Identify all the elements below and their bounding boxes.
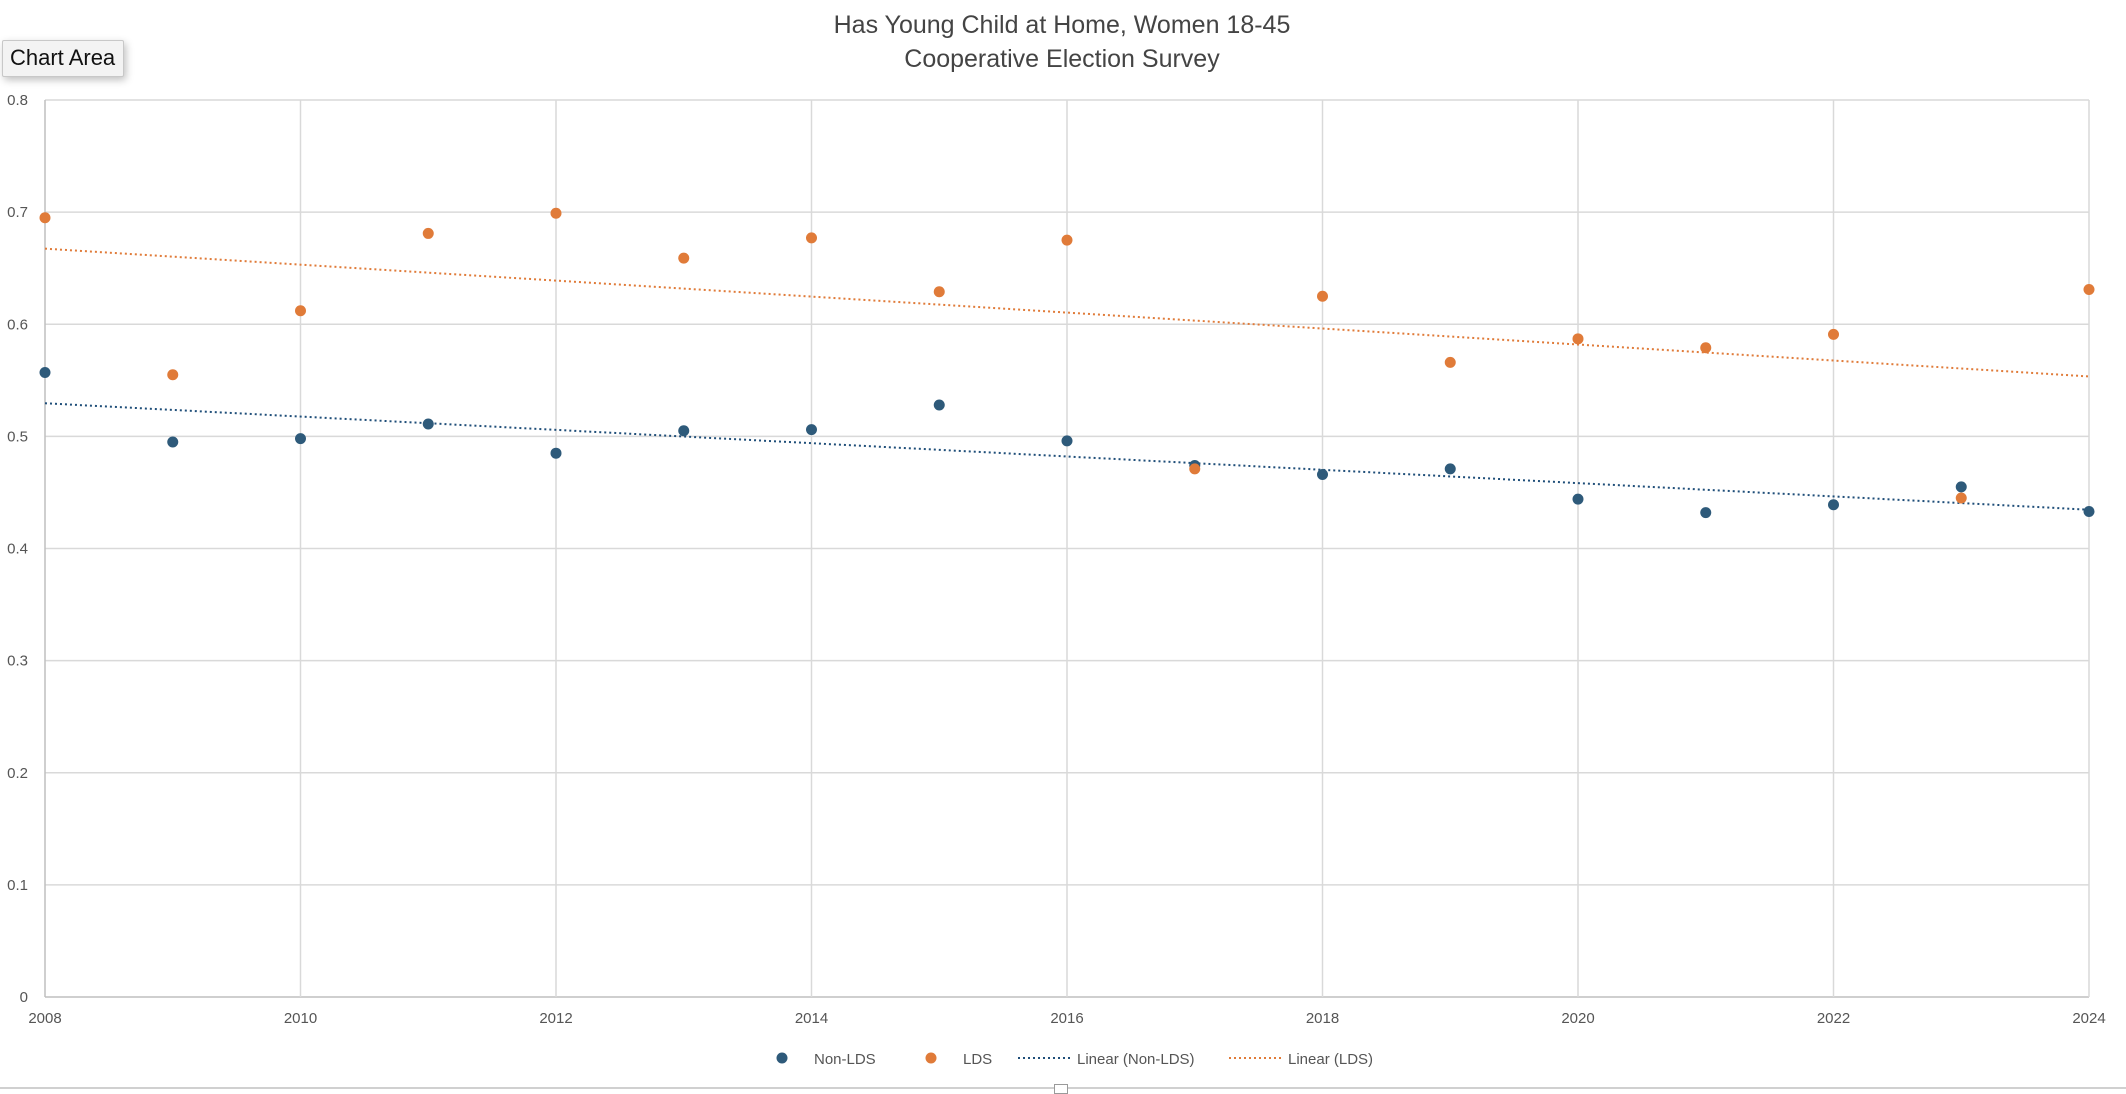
point-lds xyxy=(2083,283,2095,295)
x-tick-label: 2018 xyxy=(1306,1010,1339,1027)
point-non-lds xyxy=(2083,505,2095,517)
point-non-lds xyxy=(167,436,179,448)
point-lds xyxy=(1189,463,1201,475)
y-tick-label: 0.2 xyxy=(7,765,28,782)
point-non-lds xyxy=(422,418,434,430)
x-tick-label: 2008 xyxy=(28,1010,61,1027)
point-lds xyxy=(806,232,817,244)
point-lds xyxy=(422,227,434,239)
data-points xyxy=(39,207,2095,519)
legend-marker-non-lds xyxy=(776,1052,788,1064)
legend-label: Linear (LDS) xyxy=(1288,1051,1373,1068)
point-lds xyxy=(167,369,179,381)
x-tick-label: 2014 xyxy=(795,1010,828,1027)
point-lds xyxy=(1061,234,1073,246)
point-lds xyxy=(1317,290,1328,302)
point-non-lds xyxy=(806,424,817,436)
point-non-lds xyxy=(550,447,562,459)
point-non-lds xyxy=(933,399,945,411)
chart-subtitle: Cooperative Election Survey xyxy=(904,45,1220,73)
legend[interactable]: Non-LDS LDS Linear (Non-LDS) Linear (LDS) xyxy=(776,1051,1374,1068)
point-lds xyxy=(1955,492,1967,504)
point-non-lds xyxy=(1700,507,1712,519)
y-tick-label: 0.4 xyxy=(7,541,28,558)
legend-marker-lds xyxy=(925,1052,937,1064)
point-lds xyxy=(933,286,945,298)
legend-label: Linear (Non-LDS) xyxy=(1077,1051,1195,1068)
point-non-lds xyxy=(295,433,306,445)
point-non-lds xyxy=(1955,481,1967,493)
point-lds xyxy=(678,252,690,264)
point-lds xyxy=(1444,356,1456,368)
point-non-lds xyxy=(1317,468,1328,480)
trendline-non-lds xyxy=(44,402,2090,511)
point-lds xyxy=(550,207,562,219)
chart-title: Has Young Child at Home, Women 18-45 xyxy=(834,11,1291,39)
trendlines xyxy=(44,247,2090,511)
gridlines xyxy=(44,99,2090,998)
legend-label: LDS xyxy=(963,1051,992,1068)
y-tick-label: 0 xyxy=(20,989,28,1006)
x-tick-label: 2020 xyxy=(1561,1010,1594,1027)
point-non-lds xyxy=(678,425,690,437)
legend-label: Non-LDS xyxy=(814,1051,876,1068)
point-non-lds xyxy=(39,366,51,378)
x-tick-label: 2022 xyxy=(1817,1010,1850,1027)
point-lds xyxy=(295,305,306,317)
point-lds xyxy=(1828,328,1839,340)
y-tick-label: 0.1 xyxy=(7,877,28,894)
y-tick-label: 0.3 xyxy=(7,653,28,670)
x-tick-label: 2016 xyxy=(1050,1010,1083,1027)
y-tick-label: 0.7 xyxy=(7,204,28,221)
point-non-lds xyxy=(1572,493,1584,505)
trendline-lds xyxy=(44,247,2090,378)
point-non-lds xyxy=(1828,499,1839,511)
x-tick-label: 2012 xyxy=(539,1010,572,1027)
point-lds xyxy=(39,212,51,224)
chart-area-tooltip: Chart Area xyxy=(2,40,125,77)
x-tick-label: 2024 xyxy=(2072,1010,2105,1027)
point-non-lds xyxy=(1444,463,1456,475)
resize-handle[interactable] xyxy=(1054,1084,1068,1094)
point-lds xyxy=(1700,342,1712,354)
y-tick-label: 0.6 xyxy=(7,316,28,333)
point-lds xyxy=(1572,333,1584,345)
x-tick-label: 2010 xyxy=(284,1010,317,1027)
point-non-lds xyxy=(1061,435,1073,447)
axes: 0 0.1 0.2 0.3 0.4 0.5 0.6 0.7 0.8 2008 2010 2012 201… xyxy=(7,92,2106,1027)
y-tick-label: 0.5 xyxy=(7,428,28,445)
y-tick-label: 0.8 xyxy=(7,92,28,109)
